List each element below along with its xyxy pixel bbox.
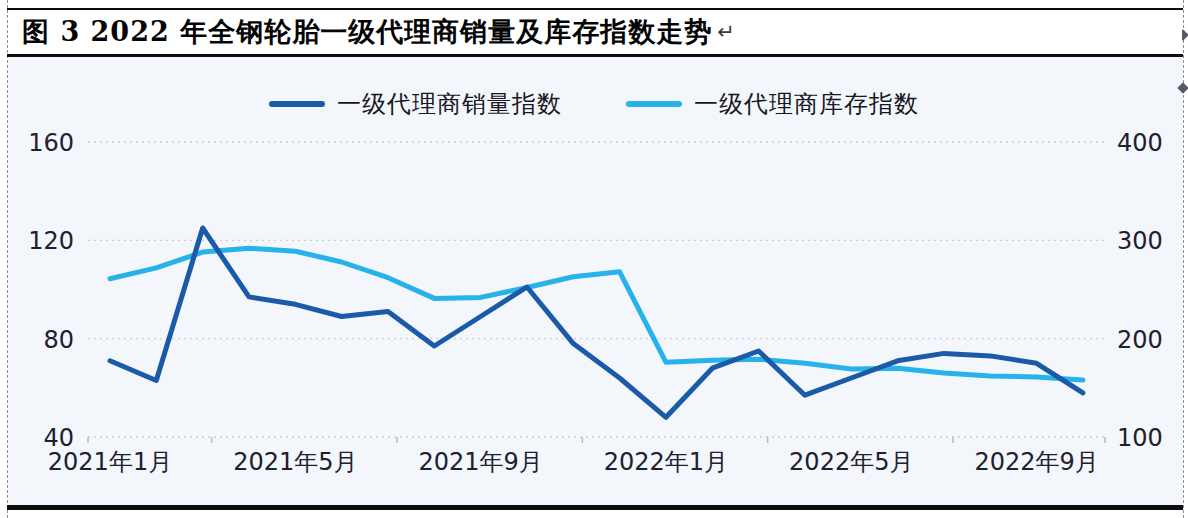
legend-label-sales: 一级代理商销量指数 xyxy=(337,88,562,120)
figure-title-bar: 图 3 2022 年全钢轮胎一级代理商销量及库存指数走势 ↵ xyxy=(8,10,1182,54)
legend-swatch-inventory-line xyxy=(626,101,682,107)
chart-legend: 一级代理商销量指数 一级代理商库存指数 xyxy=(0,88,1188,120)
title-bottom-border xyxy=(7,54,1183,57)
legend-item-sales: 一级代理商销量指数 xyxy=(269,88,562,120)
legend-item-inventory: 一级代理商库存指数 xyxy=(626,88,919,120)
table-grid-right-border xyxy=(1183,0,1184,518)
chart-background xyxy=(8,57,1182,505)
legend-label-inventory: 一级代理商库存指数 xyxy=(694,88,919,120)
table-grid-left-border xyxy=(7,0,8,518)
legend-swatch-sales-line xyxy=(269,101,325,107)
figure-bottom-border xyxy=(7,505,1183,510)
paragraph-mark-icon: ↵ xyxy=(717,20,735,44)
figure-title: 图 3 2022 年全钢轮胎一级代理商销量及库存指数走势 xyxy=(22,14,712,50)
figure-container: 图 3 2022 年全钢轮胎一级代理商销量及库存指数走势 ↵ 一级代理商销量指数… xyxy=(0,0,1188,518)
